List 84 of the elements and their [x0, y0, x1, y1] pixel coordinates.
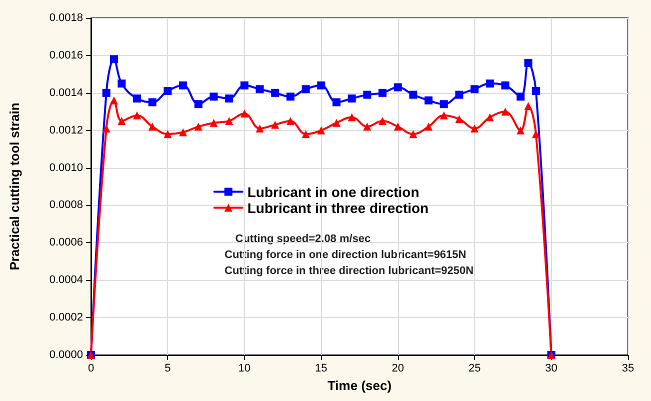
point	[486, 113, 494, 122]
point	[256, 124, 264, 132]
point	[133, 111, 142, 120]
point	[501, 108, 510, 116]
point	[363, 90, 372, 99]
y-tick-label: 0.0016	[49, 49, 83, 62]
x-tick-label: 15	[315, 362, 328, 374]
point	[164, 87, 172, 96]
x-tick-label: 30	[545, 362, 558, 374]
y-tick-label: 0.0010	[49, 162, 83, 174]
x-tick-label: 0	[88, 362, 94, 374]
point	[194, 122, 202, 131]
point	[240, 81, 248, 90]
legend-label: Lubricant in one direction	[247, 184, 420, 200]
y-axis-title: Practical cutting tool strain	[7, 102, 22, 270]
y-tick-label: 0.0018	[49, 12, 83, 24]
point	[179, 128, 188, 136]
point	[302, 130, 310, 138]
point	[164, 130, 172, 138]
point	[524, 102, 532, 110]
point	[133, 94, 142, 103]
point	[378, 116, 387, 125]
point	[455, 90, 464, 99]
point	[102, 88, 110, 97]
x-tick-label: 5	[164, 362, 171, 374]
point	[394, 122, 402, 131]
point	[302, 85, 310, 94]
point	[110, 55, 118, 64]
x-tick-label: 10	[238, 362, 251, 374]
y-tick-label: 0.0006	[49, 236, 83, 249]
point	[424, 122, 433, 131]
point	[210, 118, 218, 127]
point	[256, 85, 264, 94]
point	[118, 116, 126, 125]
legend-label: Lubricant in three direction	[247, 200, 429, 216]
point	[532, 87, 540, 96]
point	[317, 81, 326, 90]
point	[455, 115, 464, 124]
point	[409, 130, 418, 138]
point	[363, 122, 372, 131]
point	[271, 120, 280, 129]
point	[118, 80, 126, 88]
point	[486, 80, 494, 88]
point	[501, 81, 510, 90]
point	[210, 92, 218, 101]
point	[470, 85, 479, 94]
y-tick-label: 0.0002	[49, 312, 83, 324]
point	[424, 96, 433, 104]
point	[317, 126, 326, 134]
y-tick-label: 0.0000	[49, 349, 83, 361]
point	[148, 122, 156, 131]
point	[102, 124, 110, 132]
point	[286, 92, 294, 101]
point	[440, 111, 448, 120]
point	[332, 118, 340, 127]
y-tick-label: 0.0004	[49, 274, 83, 286]
x-axis-title: Time (sec)	[327, 378, 392, 393]
point	[440, 100, 448, 108]
point	[470, 124, 479, 132]
point	[194, 100, 202, 108]
point	[394, 83, 402, 92]
y-tick-label: 0.0014	[49, 86, 83, 99]
point	[286, 116, 294, 125]
y-tick-label: 0.0008	[49, 199, 83, 212]
point	[271, 88, 280, 97]
point	[516, 92, 525, 101]
point	[179, 81, 188, 90]
x-tick-label: 25	[468, 362, 481, 374]
point	[148, 98, 156, 106]
point	[524, 58, 532, 67]
point	[532, 130, 540, 138]
point	[332, 98, 340, 106]
point	[348, 94, 356, 103]
x-tick-label: 35	[622, 362, 634, 374]
point	[225, 116, 234, 125]
point	[240, 109, 248, 118]
point	[409, 90, 418, 99]
point	[110, 96, 118, 104]
y-tick-label: 0.0012	[49, 124, 83, 136]
point	[348, 113, 356, 122]
point	[378, 88, 387, 97]
point	[516, 126, 525, 134]
x-tick-label: 20	[392, 362, 404, 374]
point	[225, 94, 234, 103]
